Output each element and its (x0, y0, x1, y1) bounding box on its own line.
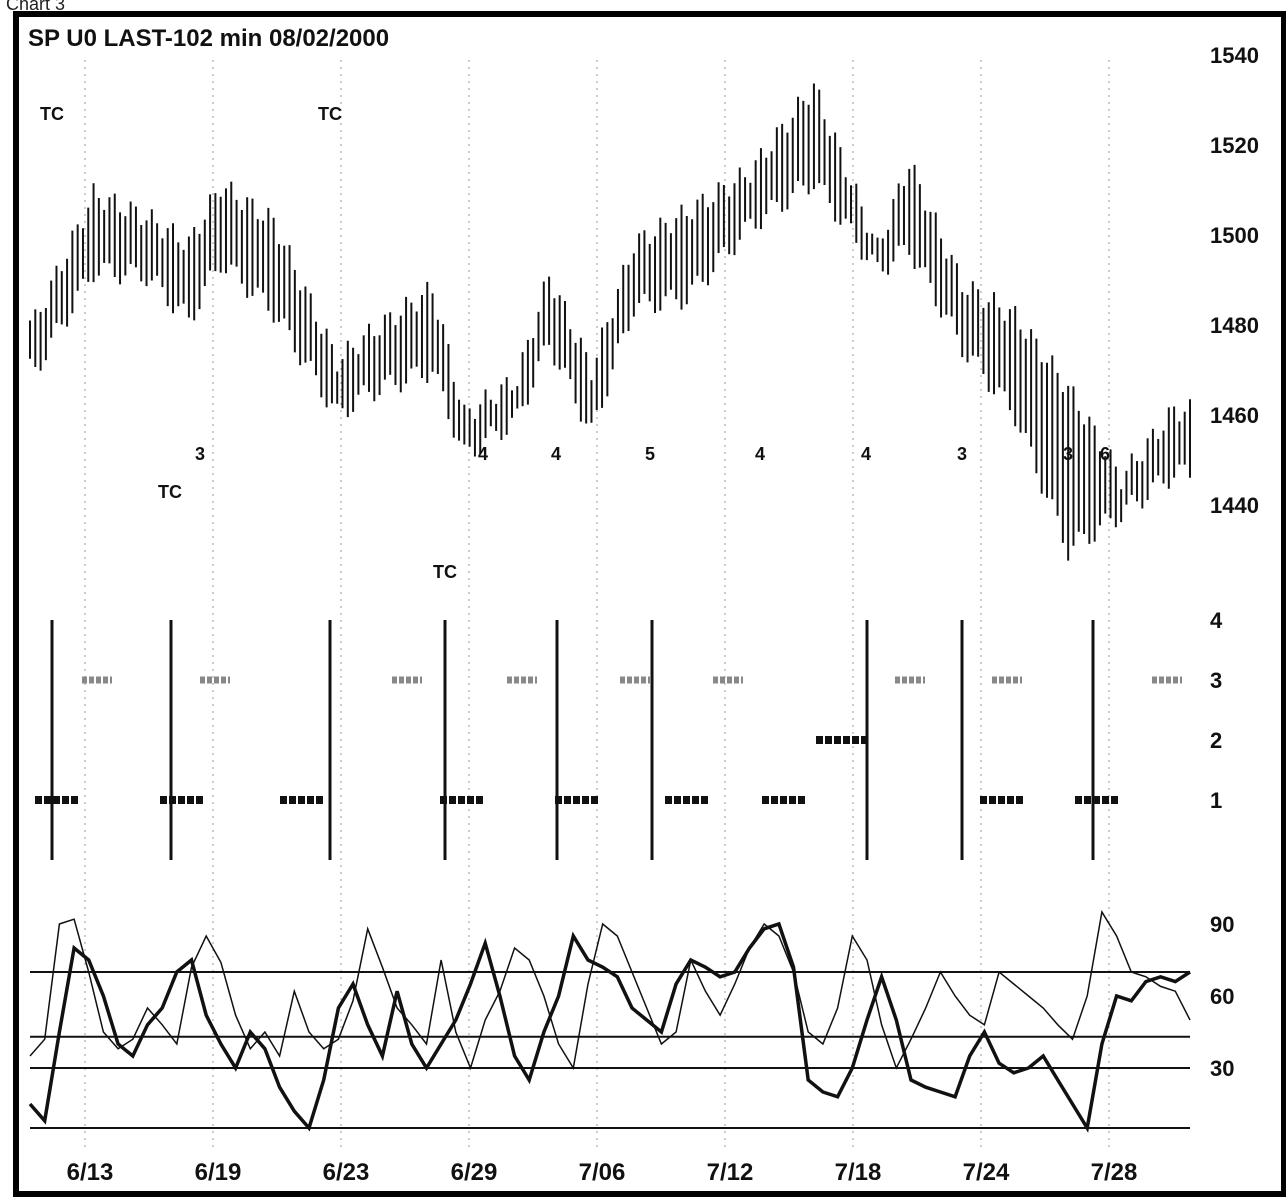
x-tick-label: 7/28 (1091, 1159, 1138, 1186)
price-tick-label: 1520 (1210, 133, 1259, 158)
count-tick-label: 3 (1210, 668, 1222, 693)
price-annotation: 6 (1100, 444, 1110, 464)
price-annotation: 4 (861, 444, 871, 464)
price-tick-label: 1460 (1210, 403, 1259, 428)
price-annotation: TC (40, 104, 64, 124)
price-tick-label: 1540 (1210, 43, 1259, 68)
price-tick-label: 1440 (1210, 493, 1259, 518)
x-tick-label: 6/23 (323, 1159, 370, 1186)
price-tick-label: 1500 (1210, 223, 1259, 248)
x-tick-label: 6/13 (67, 1159, 114, 1186)
x-tick-label: 6/19 (195, 1159, 242, 1186)
cycle-count-panel (35, 620, 1182, 860)
price-annotation: 3 (957, 444, 967, 464)
price-annotation: 3 (1063, 444, 1073, 464)
axis-labels: 1540 1520 1500 1480 1460 1440 4 3 2 1 90 60 30 6/13 6/… (67, 43, 1259, 1186)
price-annotation: 4 (755, 444, 765, 464)
x-tick-label: 7/24 (963, 1159, 1010, 1186)
price-chart-title: SP U0 LAST-102 min 08/02/2000 (28, 25, 389, 52)
oscillator-panel (28, 909, 1191, 1133)
price-panel: TC TC TC TC 4 4 5 4 3 3 6 3 4 (29, 83, 1191, 582)
price-annotation: TC (318, 104, 342, 124)
x-tick-label: 7/12 (707, 1159, 754, 1186)
oscillator-tick-label: 60 (1210, 984, 1234, 1009)
price-annotation: 4 (551, 444, 561, 464)
price-annotation: 4 (478, 444, 488, 464)
chart-frame (13, 11, 1286, 1197)
count-tick-label: 1 (1210, 788, 1222, 813)
oscillator-fast-line (29, 909, 1191, 1071)
price-annotation: TC (158, 482, 182, 502)
count-tick-label: 4 (1210, 608, 1223, 633)
oscillator-tick-label: 30 (1210, 1056, 1234, 1081)
x-tick-label: 6/29 (451, 1159, 498, 1186)
x-tick-label: 7/06 (579, 1159, 626, 1186)
count-tick-label: 2 (1210, 728, 1222, 753)
price-annotation: 3 (195, 444, 205, 464)
oscillator-tick-label: 90 (1210, 912, 1234, 937)
oscillator-slow-line (28, 921, 1191, 1133)
price-annotation: 5 (645, 444, 655, 464)
price-annotation: TC (433, 562, 457, 582)
x-tick-label: 7/18 (835, 1159, 882, 1186)
price-tick-label: 1480 (1210, 313, 1259, 338)
figure-caption: Chart 3 (6, 0, 66, 14)
